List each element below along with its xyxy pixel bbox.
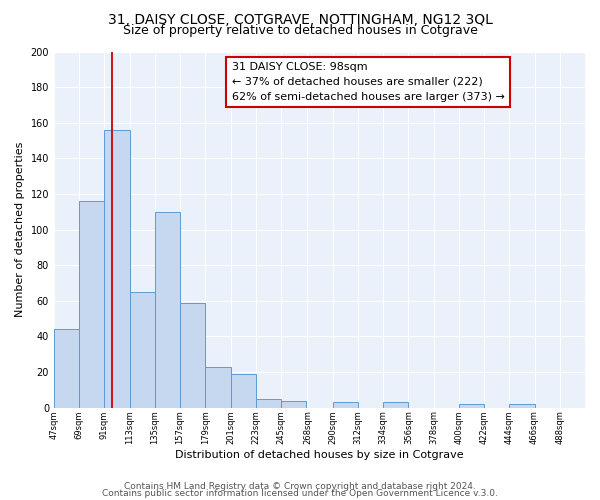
- Bar: [256, 399, 281, 407]
- Bar: [205, 366, 230, 408]
- Bar: [54, 330, 79, 407]
- Text: Contains public sector information licensed under the Open Government Licence v.: Contains public sector information licen…: [102, 490, 498, 498]
- Bar: [130, 292, 155, 408]
- Text: 31, DAISY CLOSE, COTGRAVE, NOTTINGHAM, NG12 3QL: 31, DAISY CLOSE, COTGRAVE, NOTTINGHAM, N…: [107, 12, 493, 26]
- Bar: [180, 302, 205, 408]
- Text: 31 DAISY CLOSE: 98sqm
← 37% of detached houses are smaller (222)
62% of semi-det: 31 DAISY CLOSE: 98sqm ← 37% of detached …: [232, 62, 505, 102]
- Y-axis label: Number of detached properties: Number of detached properties: [15, 142, 25, 318]
- Bar: [230, 374, 256, 408]
- Text: Size of property relative to detached houses in Cotgrave: Size of property relative to detached ho…: [122, 24, 478, 37]
- Bar: [332, 402, 358, 407]
- Bar: [155, 212, 180, 408]
- Bar: [281, 400, 306, 407]
- Bar: [79, 201, 104, 408]
- Bar: [104, 130, 130, 407]
- Bar: [509, 404, 535, 407]
- Bar: [459, 404, 484, 407]
- Bar: [383, 402, 409, 407]
- Text: Contains HM Land Registry data © Crown copyright and database right 2024.: Contains HM Land Registry data © Crown c…: [124, 482, 476, 491]
- X-axis label: Distribution of detached houses by size in Cotgrave: Distribution of detached houses by size …: [175, 450, 464, 460]
